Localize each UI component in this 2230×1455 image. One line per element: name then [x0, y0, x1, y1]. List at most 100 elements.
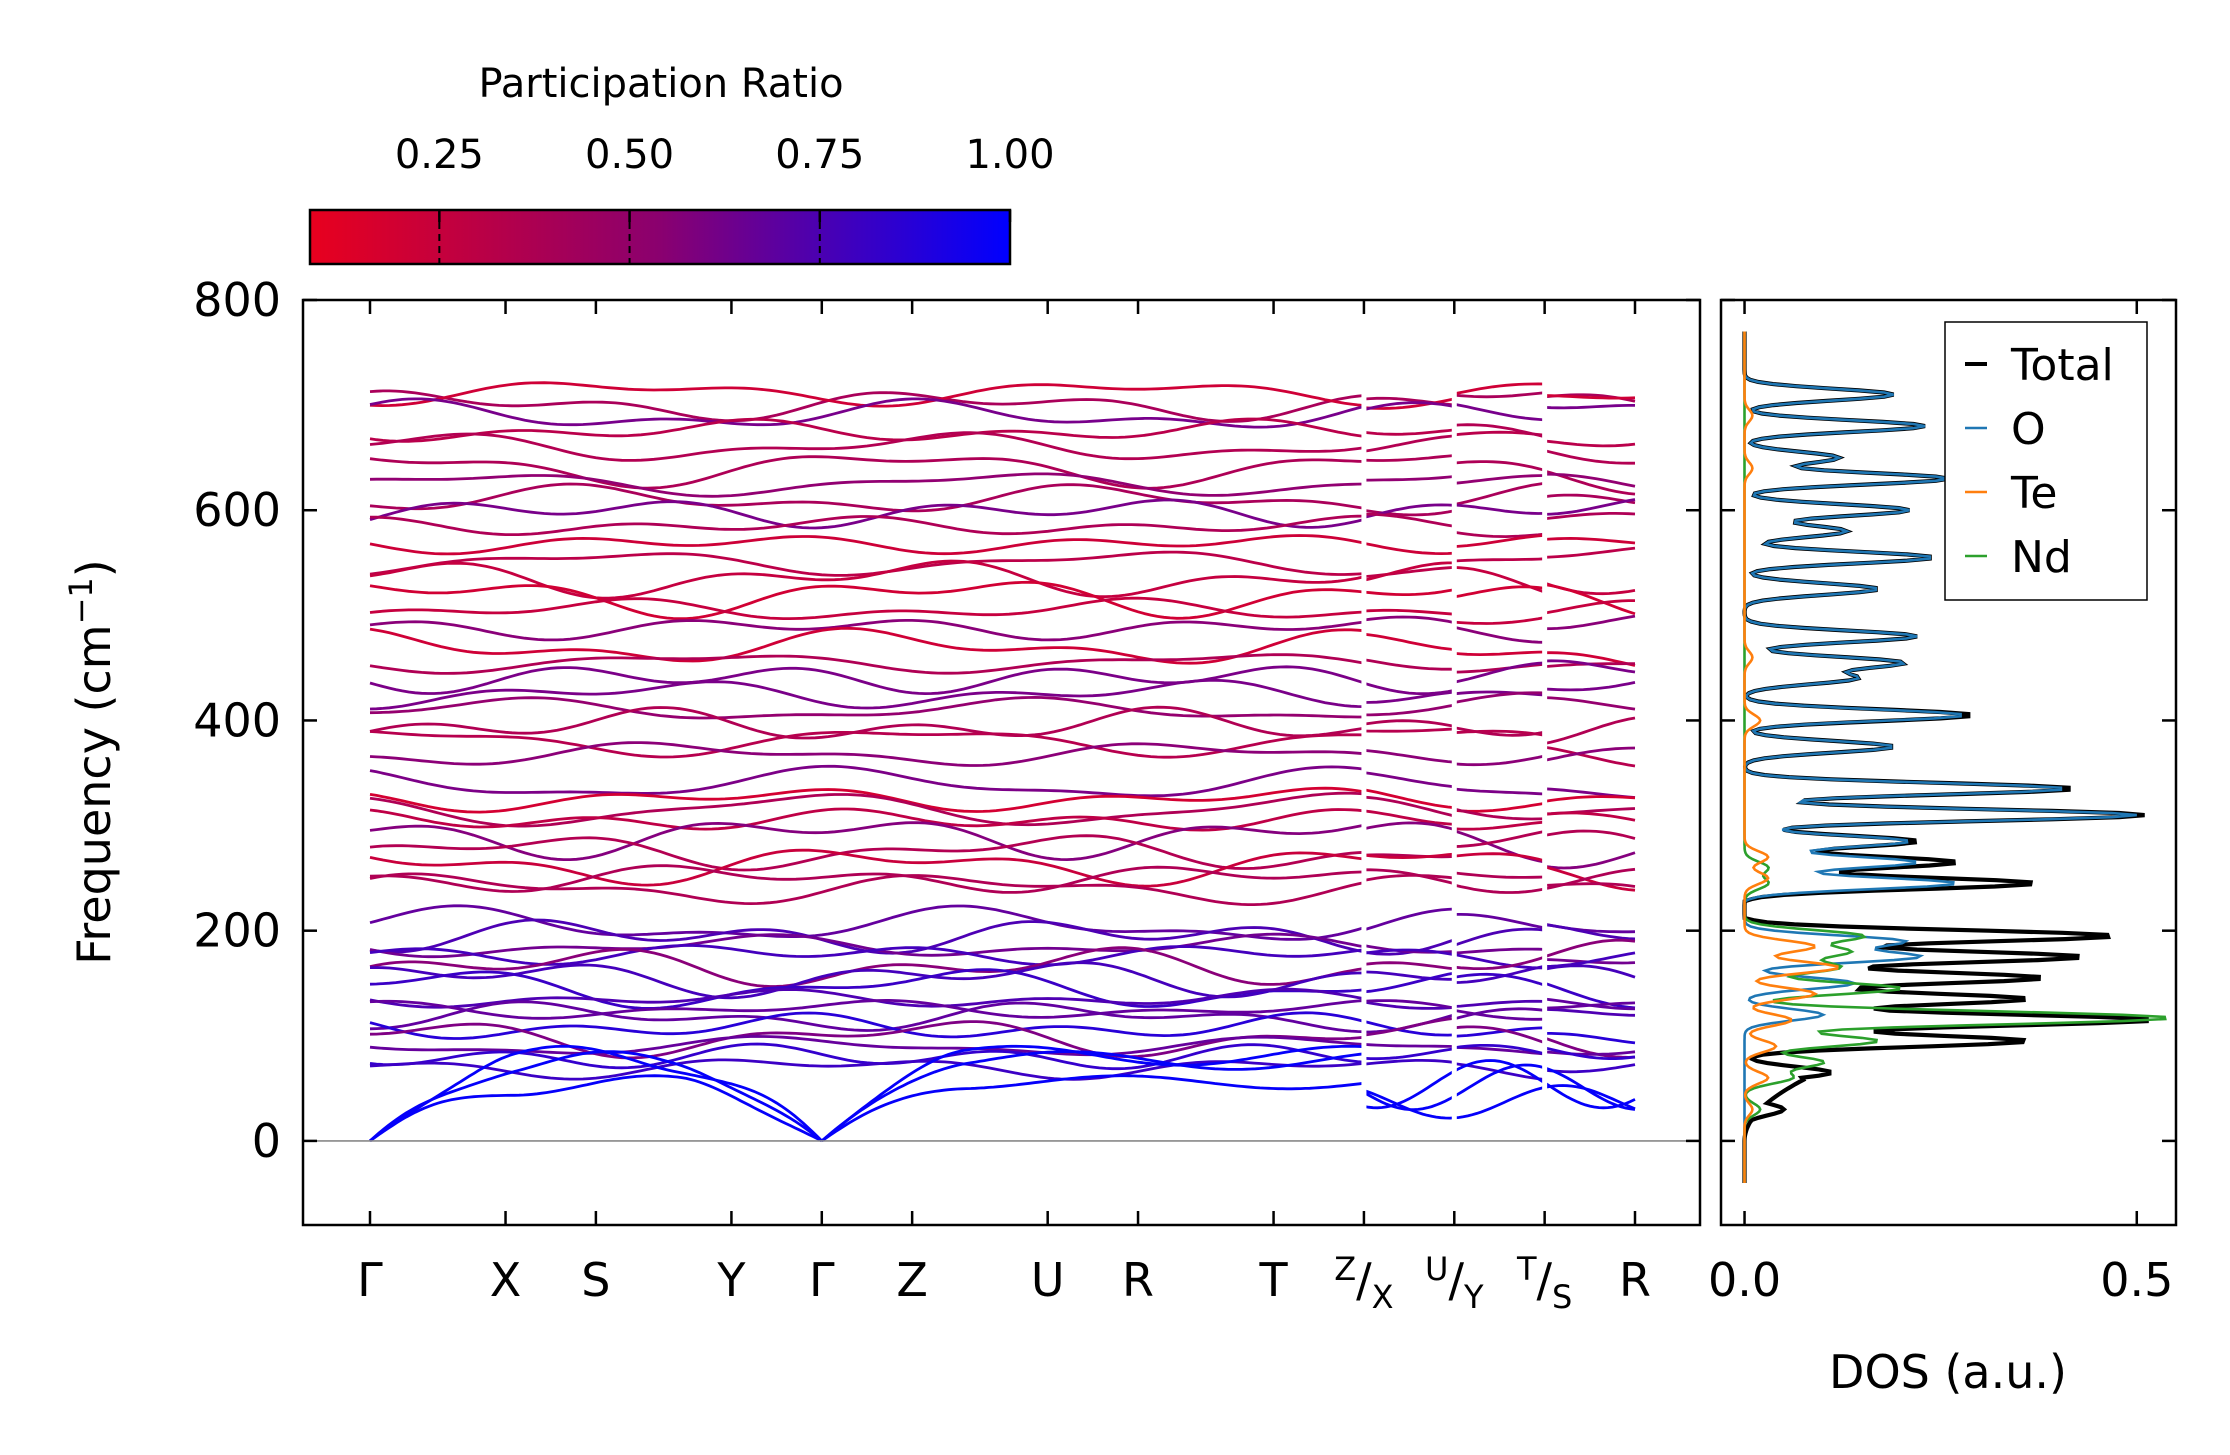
phonon-band	[369, 596, 1364, 620]
phonon-band	[369, 786, 1365, 814]
y-tick-label: 0	[252, 1114, 281, 1168]
phonon-band	[1363, 1059, 1455, 1066]
phonon-band	[369, 498, 1365, 530]
phonon-band	[1544, 981, 1636, 1010]
phonon-band	[1363, 681, 1455, 696]
acoustic-band	[821, 1074, 1365, 1143]
phonon-band	[1544, 394, 1636, 400]
phonon-band	[369, 904, 1365, 941]
phonon-band	[1544, 923, 1636, 941]
phonon-band	[1544, 829, 1636, 840]
phonon-band	[1363, 475, 1455, 482]
kpoint-label: S	[581, 1253, 610, 1307]
phonon-band	[369, 1000, 1364, 1034]
phonon-band	[1363, 542, 1455, 556]
legend-label: O	[2011, 404, 2046, 455]
phonon-band	[369, 821, 1365, 862]
phonon-band	[1454, 474, 1545, 485]
phonon-band	[1544, 1032, 1636, 1045]
phonon-band	[1453, 927, 1545, 947]
phonon-band	[1454, 661, 1545, 684]
phonon-band	[369, 791, 1364, 828]
phonon-band	[1363, 588, 1455, 596]
phonon-band	[369, 943, 1365, 967]
phonon-band	[1544, 865, 1636, 892]
phonon-band	[1454, 391, 1545, 399]
phonon-band	[1544, 536, 1636, 545]
phonon-band	[369, 961, 1364, 1000]
phonon-band	[1363, 748, 1455, 764]
phonon-band	[369, 1058, 1365, 1081]
phonon-band	[1363, 434, 1455, 453]
kpoint-label: Z/X	[1334, 1250, 1393, 1316]
phonon-band	[369, 1042, 1365, 1071]
phonon-band	[369, 998, 1364, 1020]
phonon-band	[1363, 658, 1455, 671]
legend-box	[1944, 321, 2148, 601]
acoustic-band	[1363, 1091, 1455, 1112]
phonon-band	[1544, 498, 1636, 516]
phonon-band	[369, 580, 1365, 621]
colorbar-tick-label: 0.75	[775, 132, 864, 178]
kpoint-label: Γ	[809, 1253, 835, 1307]
kpoint-label: U	[1031, 1253, 1065, 1307]
acoustic-band	[369, 1044, 823, 1142]
phonon-band	[1544, 403, 1635, 410]
phonon-band	[369, 834, 1364, 872]
phonon-band	[1454, 947, 1545, 955]
phonon-band	[1544, 696, 1636, 711]
phonon-band	[1544, 795, 1636, 803]
y-tick-label: 400	[193, 693, 281, 747]
kpoint-label: X	[490, 1253, 522, 1307]
phonon-band	[1544, 546, 1636, 559]
phonon-band	[1363, 868, 1455, 885]
phonon-band	[369, 730, 1364, 759]
phonon-band	[1363, 874, 1455, 882]
phonon-band	[1454, 964, 1545, 984]
kpoint-label: Y	[716, 1253, 746, 1307]
kpoint-label: T	[1259, 1253, 1289, 1307]
phonon-band	[1454, 534, 1545, 548]
phonon-band	[1544, 472, 1636, 488]
acoustic-band	[1454, 1086, 1545, 1120]
phonon-band	[1454, 1046, 1545, 1056]
phonon-band	[1454, 871, 1545, 879]
phonon-band	[369, 559, 1365, 600]
phonon-band	[1363, 1047, 1455, 1061]
phonon-band	[1544, 439, 1636, 448]
phonon-band	[1363, 971, 1455, 994]
phonon-band	[369, 397, 1365, 429]
phonon-band	[1544, 964, 1636, 979]
phonon-band	[1544, 882, 1636, 888]
phonon-band	[369, 1020, 1365, 1060]
phonon-band	[1363, 788, 1455, 810]
phonon-band	[1454, 820, 1545, 831]
phonon-band	[1453, 807, 1545, 821]
phonon-band	[1363, 428, 1455, 436]
phonon-band	[369, 455, 1364, 490]
phonon-band	[1544, 1046, 1636, 1060]
phonon-band	[1454, 585, 1545, 599]
phonon-band	[1453, 883, 1545, 894]
phonon-band	[1363, 809, 1455, 826]
phonon-band	[1363, 401, 1455, 412]
y-tick-label: 800	[193, 273, 281, 327]
phonon-band	[369, 653, 1365, 675]
phonon-band	[1363, 1020, 1455, 1037]
phonon-band	[1363, 454, 1455, 462]
phonon-band	[1454, 754, 1545, 767]
phonon-band	[369, 807, 1365, 832]
phonon-band	[1544, 716, 1636, 745]
phonon-band	[1454, 460, 1545, 472]
phonon-band	[1454, 382, 1545, 396]
phonon-band	[1454, 1025, 1546, 1045]
phonon-band	[1454, 1009, 1545, 1021]
phonon-band	[369, 848, 1365, 888]
phonon-band	[1454, 802, 1545, 813]
phonon-band	[369, 705, 1365, 740]
phonon-band	[369, 550, 1364, 577]
phonon-band	[1363, 632, 1455, 651]
phonon-band	[1363, 1043, 1455, 1048]
kpoint-label: U/Y	[1425, 1250, 1484, 1316]
phonon-band	[1544, 599, 1635, 615]
